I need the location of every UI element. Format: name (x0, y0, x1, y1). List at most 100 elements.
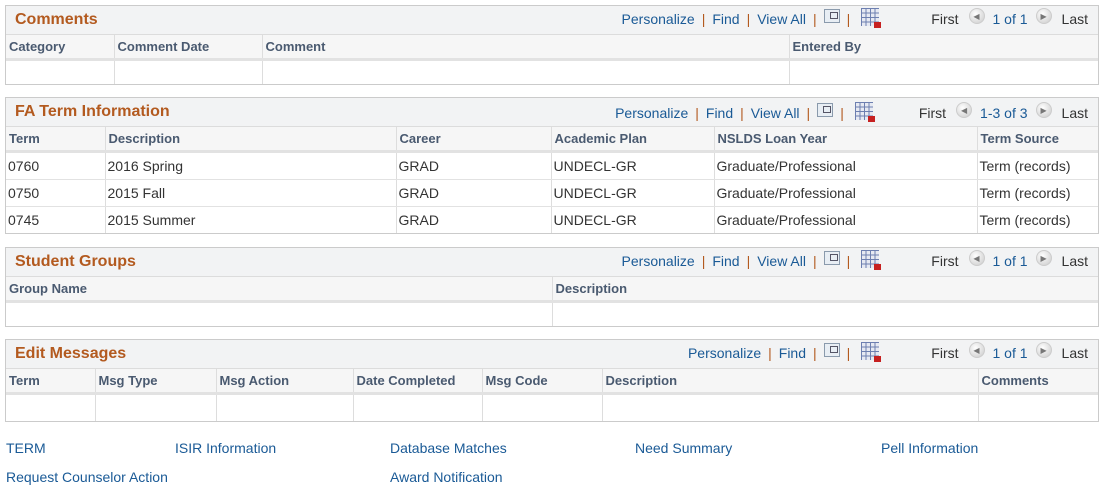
separator: | (813, 253, 817, 269)
separator: | (701, 11, 706, 27)
personalize-link[interactable]: Personalize (621, 253, 695, 269)
personalize-link[interactable]: Personalize (687, 345, 762, 361)
student-groups-toolbar: Personalize | Find | View All | | First ◀ 1… (621, 250, 1088, 270)
find-link[interactable]: Find (712, 11, 740, 27)
first-label: First (931, 253, 959, 269)
zoom-grid-icon[interactable] (823, 251, 840, 265)
column-header[interactable]: Date Completed (353, 369, 483, 395)
previous-arrow-icon[interactable]: ◀ (956, 102, 973, 118)
comments-titlebar: Comments Personalize | Find | View All | | … (6, 6, 1098, 35)
column-header[interactable]: NSLDS Loan Year (714, 127, 978, 153)
description-cell: 2015 Summer (105, 206, 397, 233)
personalize-link[interactable]: Personalize (621, 11, 695, 27)
student-groups-panel: Student Groups Personalize | Find | View A… (5, 247, 1099, 327)
column-header[interactable]: Description (552, 277, 1098, 303)
find-link[interactable]: Find (712, 253, 740, 269)
loan-year-cell: Graduate/Professional (714, 151, 978, 180)
separator: | (813, 11, 817, 27)
table-row: 0750 2015 Fall GRAD UNDECL-GR Graduate/Profe… (6, 179, 1098, 207)
term-cell: 0760 (6, 151, 106, 180)
database-matches-link[interactable]: Database Matches (390, 440, 507, 456)
last-label: Last (1061, 11, 1088, 27)
separator: | (846, 345, 851, 361)
isir-information-link[interactable]: ISIR Information (175, 440, 277, 456)
term-link[interactable]: TERM (6, 440, 46, 456)
find-link[interactable]: Find (705, 105, 734, 121)
next-arrow-icon[interactable]: ▶ (1035, 8, 1052, 24)
download-excel-icon[interactable] (861, 250, 882, 270)
table-row: 0745 2015 Summer GRAD UNDECL-GR Graduate/Pro… (6, 206, 1098, 233)
separator: | (768, 345, 772, 361)
first-label: First (931, 345, 959, 361)
column-header[interactable]: Description (602, 369, 979, 395)
career-cell: GRAD (396, 206, 552, 233)
table-row (6, 301, 1098, 326)
description-cell: 2015 Fall (105, 179, 397, 207)
previous-arrow-icon[interactable]: ◀ (968, 342, 985, 358)
zoom-grid-icon[interactable] (823, 9, 840, 23)
download-excel-icon[interactable] (854, 102, 875, 122)
column-header[interactable]: Msg Action (216, 369, 354, 395)
column-header[interactable]: Description (105, 127, 397, 153)
description-cell: 2016 Spring (105, 151, 397, 180)
plan-cell: UNDECL-GR (551, 206, 715, 233)
fa-term-toolbar: Personalize | Find | View All | | First ◀ 1… (615, 102, 1088, 122)
previous-arrow-icon[interactable]: ◀ (968, 8, 985, 24)
separator: | (840, 105, 844, 121)
view-all-link[interactable]: View All (750, 105, 800, 121)
row-count: 1 of 1 (992, 345, 1028, 361)
column-header[interactable]: Msg Type (95, 369, 217, 395)
table-row: 0760 2016 Spring GRAD UNDECL-GR Graduate/Pro… (6, 151, 1098, 180)
separator: | (746, 11, 751, 27)
last-label: Last (1061, 253, 1088, 269)
row-count: 1 of 1 (992, 253, 1028, 269)
column-header[interactable]: Comment (262, 35, 790, 61)
fa-term-grid: Term Description Career Academic Plan NSLDS … (6, 127, 1098, 233)
column-header[interactable]: Career (396, 127, 552, 153)
next-arrow-icon[interactable]: ▶ (1035, 250, 1052, 266)
previous-arrow-icon[interactable]: ◀ (968, 250, 985, 266)
comments-grid: Category Comment Date Comment Entered By (6, 35, 1098, 84)
table-row (6, 59, 1098, 84)
column-header[interactable]: Comments (978, 369, 1098, 395)
award-notification-link[interactable]: Award Notification (390, 469, 503, 485)
career-cell: GRAD (396, 179, 552, 207)
download-excel-icon[interactable] (861, 8, 882, 28)
pell-information-link[interactable]: Pell Information (881, 440, 979, 456)
column-header[interactable]: Group Name (6, 277, 553, 303)
edit-messages-titlebar: Edit Messages Personalize | Find | | First… (6, 340, 1098, 369)
plan-cell: UNDECL-GR (551, 179, 715, 207)
next-arrow-icon[interactable]: ▶ (1035, 342, 1052, 358)
column-header[interactable]: Term (6, 127, 106, 153)
view-all-link[interactable]: View All (757, 253, 806, 269)
separator: | (806, 105, 811, 121)
separator: | (701, 253, 706, 269)
separator: | (695, 105, 699, 121)
column-header[interactable]: Entered By (789, 35, 1098, 61)
column-header[interactable]: Academic Plan (551, 127, 715, 153)
next-arrow-icon[interactable]: ▶ (1035, 102, 1052, 118)
column-header[interactable]: Term (6, 369, 96, 395)
student-groups-grid: Group Name Description (6, 277, 1098, 326)
zoom-grid-icon[interactable] (823, 343, 840, 357)
edit-messages-grid: Term Msg Type Msg Action Date Completed Msg … (6, 369, 1098, 421)
zoom-grid-icon[interactable] (817, 103, 834, 117)
view-all-link[interactable]: View All (757, 11, 806, 27)
table-row (6, 393, 1098, 421)
last-label: Last (1061, 105, 1088, 121)
column-header[interactable]: Msg Code (482, 369, 603, 395)
find-link[interactable]: Find (778, 345, 806, 361)
column-header[interactable]: Comment Date (114, 35, 263, 61)
personalize-link[interactable]: Personalize (615, 105, 689, 121)
first-label: First (918, 105, 947, 121)
request-counselor-action-link[interactable]: Request Counselor Action (6, 469, 168, 485)
comments-title: Comments (15, 11, 98, 28)
download-excel-icon[interactable] (861, 342, 882, 362)
column-header[interactable]: Term Source (977, 127, 1098, 153)
column-header[interactable]: Category (6, 35, 115, 61)
term-source-cell: Term (records) (979, 212, 1071, 228)
separator: | (746, 253, 751, 269)
last-label: Last (1061, 345, 1088, 361)
need-summary-link[interactable]: Need Summary (635, 440, 733, 456)
separator: | (740, 105, 744, 121)
